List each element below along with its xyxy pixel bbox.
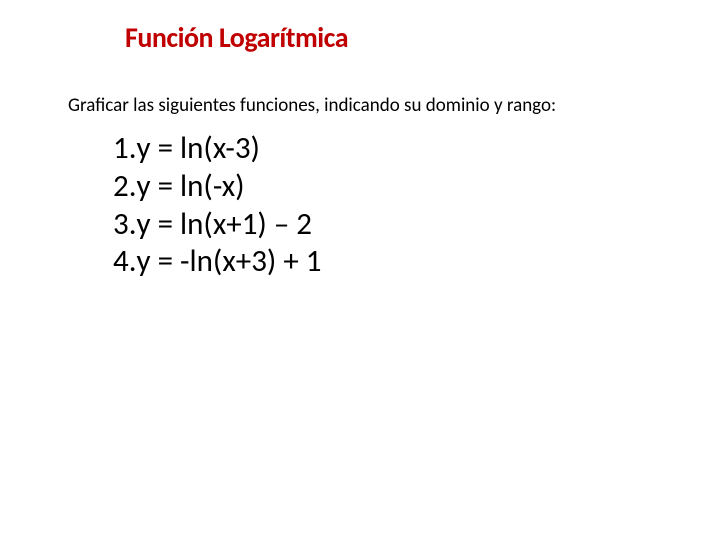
list-item: 2.y = ln(-x): [113, 168, 321, 206]
slide-subtitle: Graficar las siguientes funciones, indic…: [68, 94, 556, 117]
list-item: 4.y = -ln(x+3) + 1: [113, 243, 321, 281]
function-list: 1.y = ln(x-3) 2.y = ln(-x) 3.y = ln(x+1)…: [113, 130, 321, 281]
item-equation: y = -ln(x+3) + 1: [137, 242, 322, 280]
list-item: 1.y = ln(x-3): [113, 130, 321, 168]
list-item: 3.y = ln(x+1) – 2: [113, 206, 321, 244]
item-equation: y = ln(x-3): [137, 129, 260, 167]
slide: Función Logarítmica Graficar las siguien…: [0, 0, 720, 540]
item-number: 2.: [113, 168, 137, 206]
item-number: 1.: [113, 130, 137, 168]
item-equation: y = ln(-x): [137, 167, 245, 205]
item-number: 3.: [113, 206, 137, 244]
item-equation: y = ln(x+1) – 2: [137, 205, 312, 243]
slide-title: Función Logarítmica: [125, 20, 348, 55]
item-number: 4.: [113, 243, 137, 281]
